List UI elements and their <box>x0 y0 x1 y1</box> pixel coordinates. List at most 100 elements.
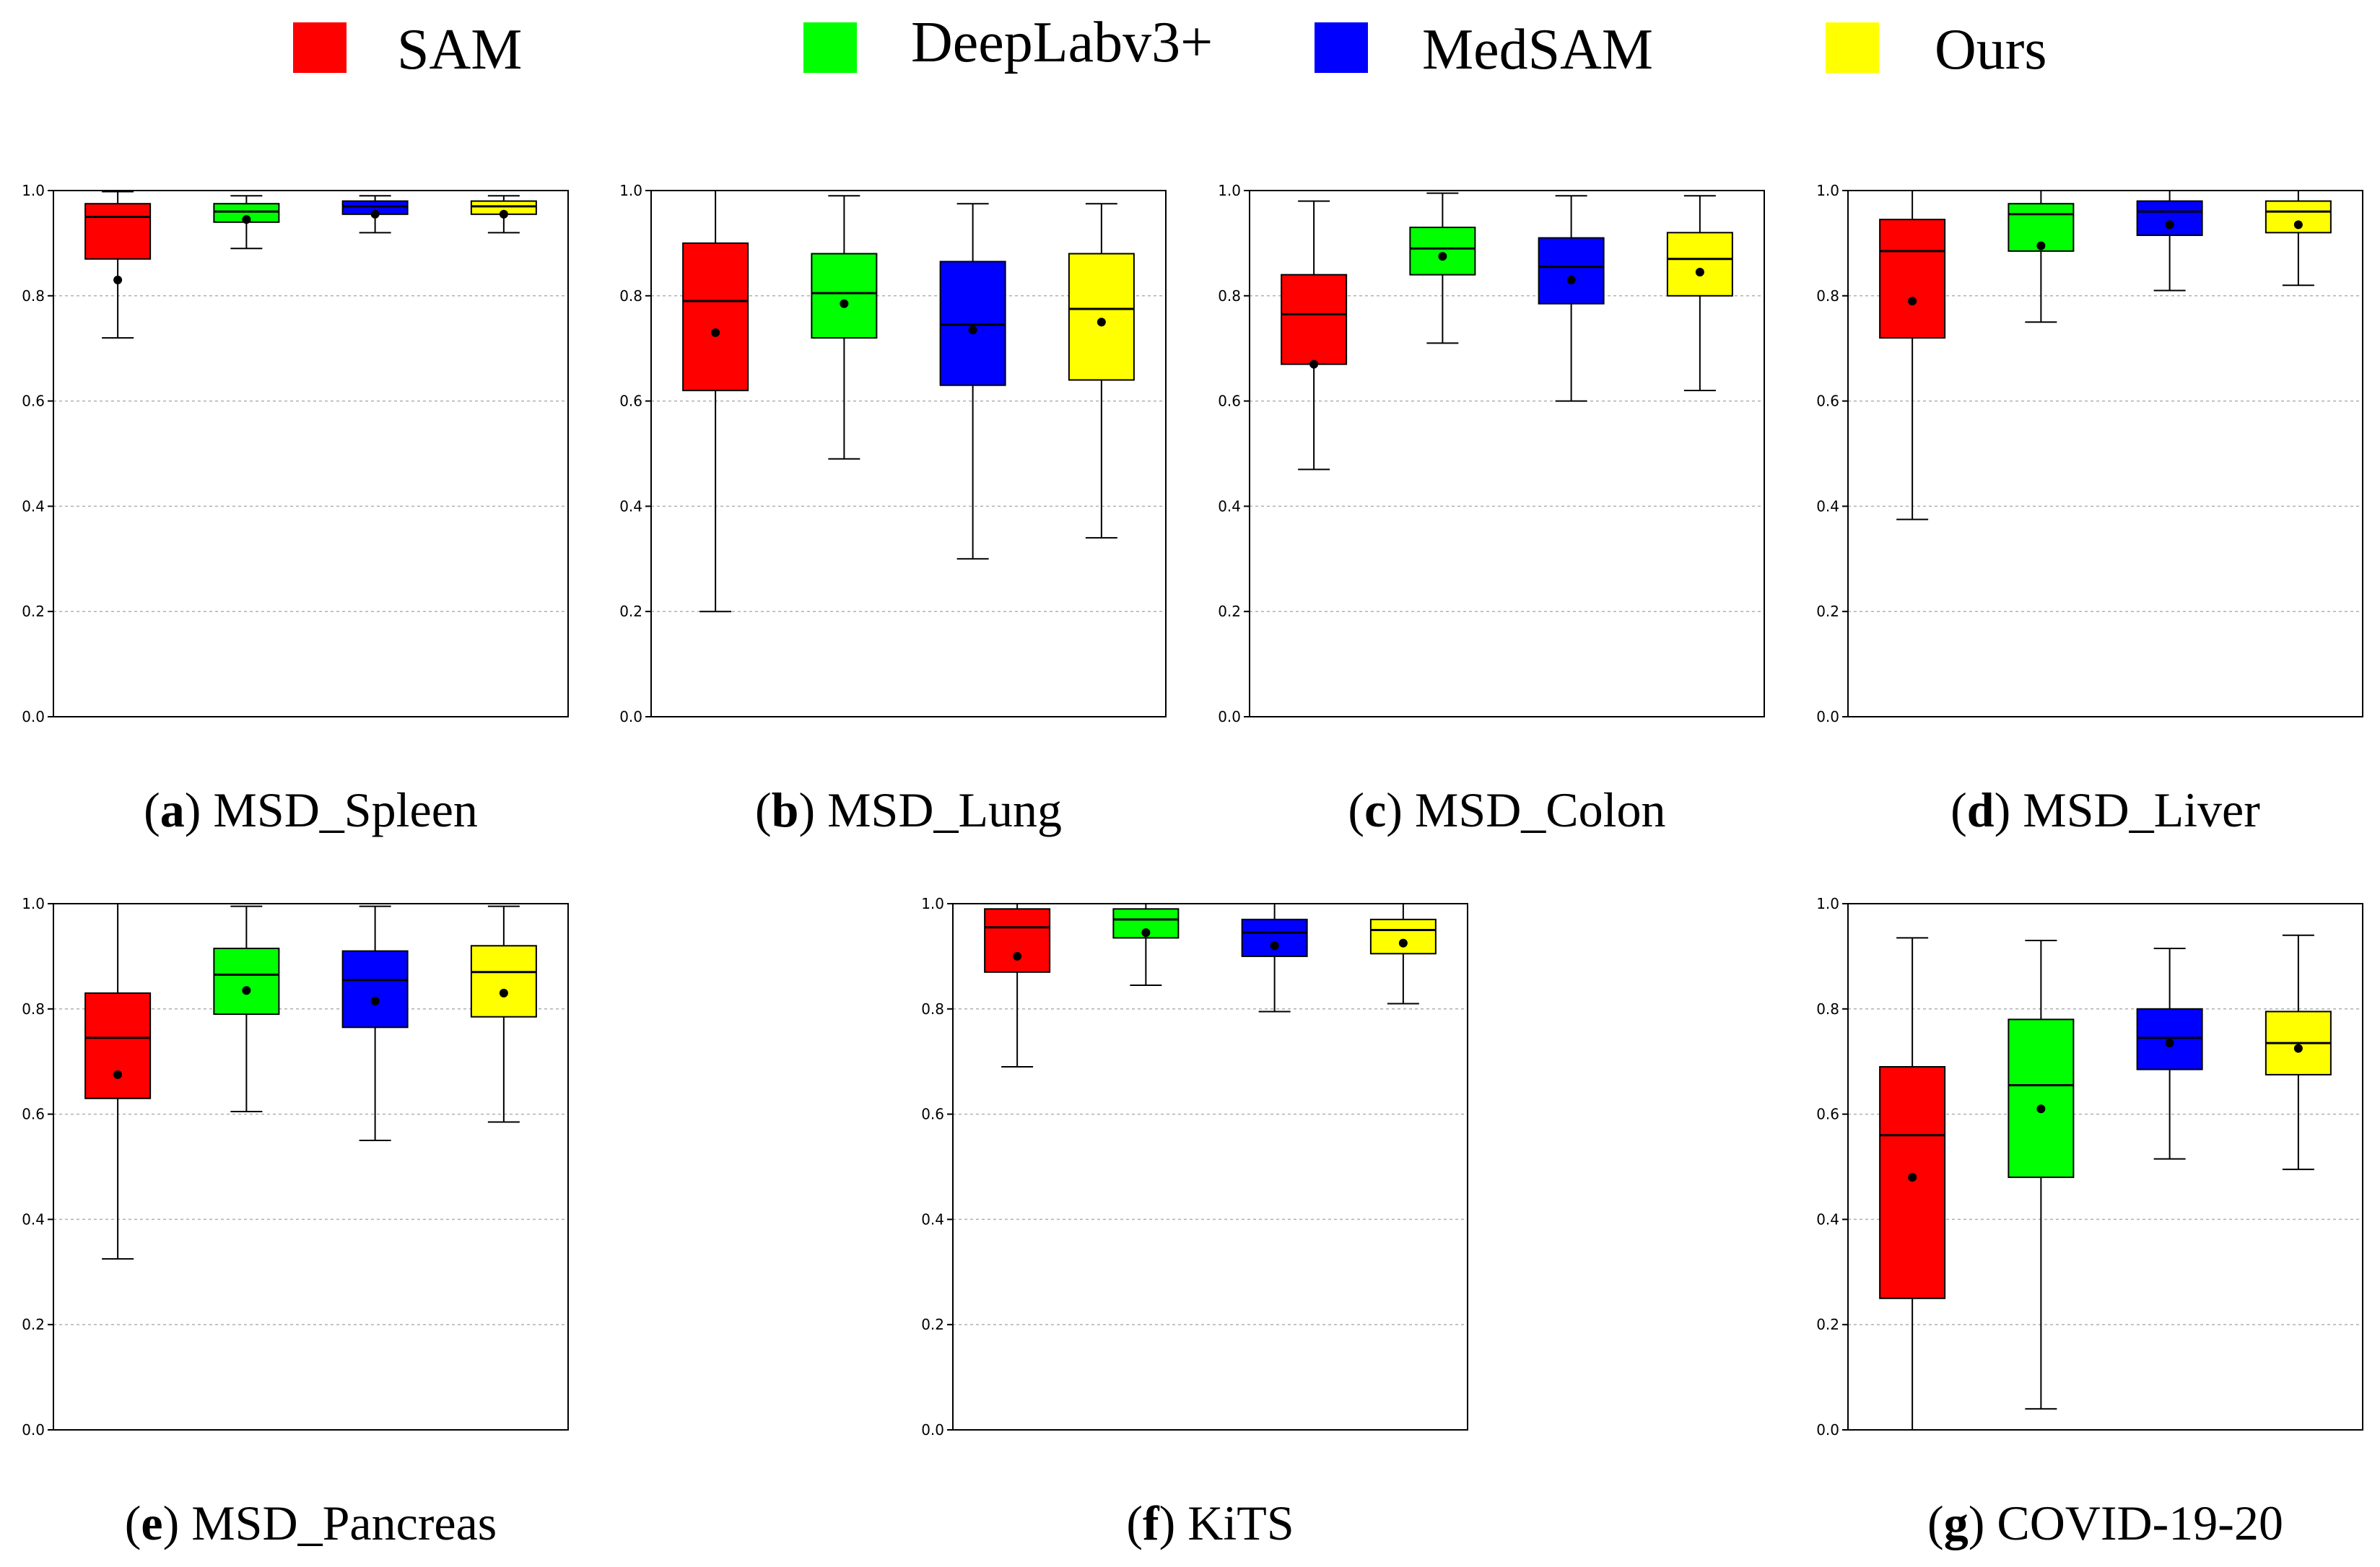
iqr-box <box>984 908 1051 973</box>
box-a-sam <box>84 191 152 339</box>
legend-label-ours: Ours <box>1935 18 2047 82</box>
mean-marker <box>2293 1044 2303 1053</box>
box-c-deeplabv3 <box>1409 192 1476 344</box>
chart-panel-c: 0.0 0.2 0.4 0.6 0.8 1.0 (c) MSD_Colon <box>1218 182 1765 837</box>
caption-title: MSD_Pancreas <box>191 1496 497 1550</box>
panel-caption: (a) MSD_Spleen <box>144 782 478 837</box>
iqr-box <box>84 992 152 1099</box>
iqr-box <box>682 242 749 392</box>
y-tick-label: 0.4 <box>1218 497 1241 515</box>
y-tick-label: 0.6 <box>619 393 642 410</box>
plot-frame <box>952 903 1468 1431</box>
panel-caption: (e) MSD_Pancreas <box>125 1496 497 1550</box>
chart-panel-a: 0.0 0.2 0.4 0.6 0.8 1.0 (a) MSD_Spleen <box>22 182 569 837</box>
y-tick-label: 0.6 <box>1816 393 1839 410</box>
iqr-box <box>1538 237 1605 305</box>
chart-panel-d: 0.0 0.2 0.4 0.6 0.8 1.0 (d) MSD_Liver <box>1816 182 2363 837</box>
mean-marker <box>2165 1039 2174 1048</box>
plot-frame <box>53 903 569 1431</box>
y-tick-label: 0.2 <box>1218 603 1241 620</box>
mean-marker <box>968 326 977 335</box>
y-tick-label: 1.0 <box>1816 182 1839 199</box>
box-a-ours <box>470 195 537 234</box>
y-tick-label: 0.4 <box>619 497 642 515</box>
box-g-sam <box>1879 937 1946 1431</box>
y-tick-label: 0.4 <box>1816 1210 1839 1228</box>
iqr-box <box>213 947 280 1016</box>
caption-paren-open: ( <box>1126 1496 1143 1550</box>
legend-swatch-sam <box>293 22 346 73</box>
mean-marker <box>1398 938 1408 948</box>
iqr-box <box>1369 918 1437 955</box>
mean-marker <box>1309 359 1319 369</box>
mean-marker <box>499 988 508 998</box>
caption-paren-close: ) <box>1969 1496 1997 1550</box>
box-d-ours <box>2265 190 2332 287</box>
plot-frame <box>650 190 1167 717</box>
iqr-box <box>1879 219 1946 339</box>
caption-letter: a <box>160 782 185 837</box>
y-tick-label: 1.0 <box>921 895 944 912</box>
y-tick-label: 0.6 <box>1218 393 1241 410</box>
legend-label-sam: SAM <box>397 18 522 82</box>
y-tick-label: 1.0 <box>619 182 642 199</box>
mean-marker <box>2165 220 2174 230</box>
y-tick-label: 0.6 <box>921 1106 944 1123</box>
mean-marker <box>1908 1173 1917 1182</box>
caption-title: COVID-19-20 <box>1997 1496 2283 1550</box>
caption-paren-close: ) <box>1386 782 1415 837</box>
y-tick-label: 1.0 <box>1816 895 1839 912</box>
chart-panel-e: 0.0 0.2 0.4 0.6 0.8 1.0 (e) MSD_Pancreas <box>22 895 569 1550</box>
caption-paren-open: ( <box>144 782 160 837</box>
y-tick-label: 0.6 <box>22 1106 45 1123</box>
caption-letter: c <box>1364 782 1386 837</box>
caption-paren-open: ( <box>1348 782 1364 837</box>
mean-marker <box>2293 220 2303 230</box>
y-tick-label: 0.2 <box>921 1316 944 1333</box>
box-f-ours <box>1369 903 1437 1005</box>
box-b-sam <box>682 190 749 613</box>
mean-marker <box>1270 941 1279 951</box>
legend-swatch-ours <box>1826 22 1879 73</box>
box-e-deeplabv3 <box>213 905 280 1112</box>
box-e-sam <box>84 903 152 1260</box>
y-tick-label: 0.2 <box>1816 603 1839 620</box>
mean-marker <box>1141 928 1151 938</box>
iqr-box <box>2008 1018 2075 1179</box>
chart-panel-g: 0.0 0.2 0.4 0.6 0.8 1.0 (g) COVID-19-20 <box>1816 895 2363 1550</box>
caption-paren-open: ( <box>755 782 772 837</box>
caption-paren-open: ( <box>1950 782 1967 837</box>
mean-marker <box>711 328 720 337</box>
caption-paren-close: ) <box>1995 782 2023 837</box>
caption-paren-close: ) <box>163 1496 192 1550</box>
panel-caption: (c) MSD_Colon <box>1348 782 1665 837</box>
caption-title: MSD_Spleen <box>213 782 477 837</box>
box-c-sam <box>1281 200 1348 471</box>
box-g-ours <box>2265 934 2332 1171</box>
caption-paren-open: ( <box>125 1496 141 1550</box>
y-tick-label: 1.0 <box>22 895 45 912</box>
caption-letter: d <box>1967 782 1995 837</box>
iqr-box <box>1281 274 1348 365</box>
y-tick-label: 0.0 <box>619 708 642 725</box>
y-tick-label: 0.2 <box>619 603 642 620</box>
iqr-box <box>939 261 1006 386</box>
caption-title: MSD_Lung <box>827 782 1062 837</box>
legend: SAM DeepLabv3+ MedSAM Ours <box>293 11 2047 82</box>
mean-marker <box>1097 318 1106 327</box>
panel-caption: (f) KiTS <box>1126 1496 1294 1550</box>
y-tick-label: 0.8 <box>1218 287 1241 305</box>
legend-label-deeplabv3plus: DeepLabv3+ <box>911 11 1213 74</box>
box-f-medsam <box>1241 903 1308 1013</box>
box-b-deeplabv3 <box>811 195 878 460</box>
y-tick-label: 0.2 <box>1816 1316 1839 1333</box>
mean-marker <box>370 996 380 1005</box>
caption-letter: e <box>141 1496 162 1550</box>
y-tick-label: 0.0 <box>22 1421 45 1439</box>
chart-panel-b: 0.0 0.2 0.4 0.6 0.8 1.0 (b) MSD_Lung <box>619 182 1167 837</box>
box-g-deeplabv3 <box>2008 940 2075 1410</box>
mean-marker <box>370 209 380 219</box>
mean-marker <box>499 209 508 219</box>
iqr-box <box>1068 253 1135 381</box>
